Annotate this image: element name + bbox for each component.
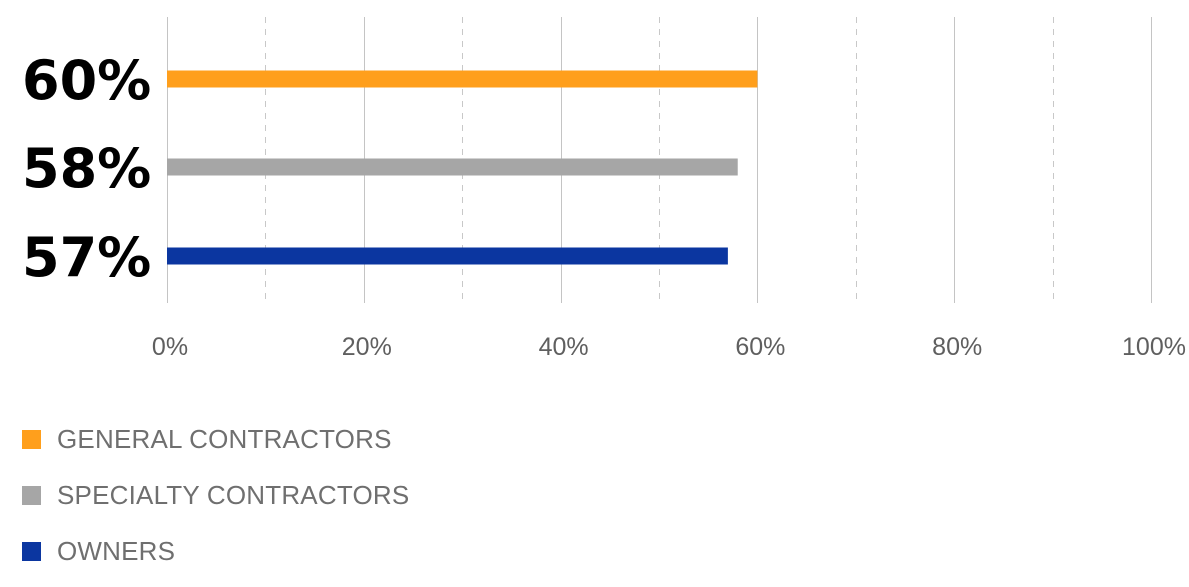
x-tick-label-100: 100% bbox=[1122, 333, 1186, 361]
bar-specialty-contractors bbox=[167, 158, 738, 176]
value-label-owners: 57% bbox=[22, 226, 151, 289]
legend-label-specialty-contractors: SPECIALTY CONTRACTORS bbox=[57, 479, 410, 510]
value-label-general-contractors: 60% bbox=[22, 49, 151, 112]
x-tick-label-80: 80% bbox=[932, 333, 982, 361]
bar-chart: 60% 58% 57% 0% 20% 40% 60% 80% 100% bbox=[22, 17, 1186, 361]
legend-swatch-owners bbox=[22, 541, 41, 561]
x-tick-label-40: 40% bbox=[539, 333, 589, 361]
value-label-layer: 60% 58% 57% bbox=[22, 49, 151, 289]
bar-owners bbox=[167, 247, 728, 265]
bar-layer bbox=[167, 70, 758, 265]
x-tick-label-20: 20% bbox=[342, 333, 392, 361]
legend-swatch-specialty-contractors bbox=[22, 485, 41, 505]
legend-swatch-general-contractors bbox=[22, 429, 41, 449]
legend-label-general-contractors: GENERAL CONTRACTORS bbox=[57, 423, 392, 454]
x-tick-label-0: 0% bbox=[152, 333, 188, 361]
legend-item-specialty-contractors: SPECIALTY CONTRACTORS bbox=[22, 475, 409, 515]
legend: GENERAL CONTRACTORS SPECIALTY CONTRACTOR… bbox=[22, 419, 409, 587]
legend-item-general-contractors: GENERAL CONTRACTORS bbox=[22, 419, 409, 459]
legend-label-owners: OWNERS bbox=[57, 535, 176, 566]
x-axis-tick-labels: 0% 20% 40% 60% 80% 100% bbox=[152, 333, 1186, 361]
x-tick-label-60: 60% bbox=[735, 333, 785, 361]
value-label-specialty-contractors: 58% bbox=[22, 137, 151, 200]
legend-item-owners: OWNERS bbox=[22, 531, 409, 571]
bar-general-contractors bbox=[167, 70, 758, 88]
